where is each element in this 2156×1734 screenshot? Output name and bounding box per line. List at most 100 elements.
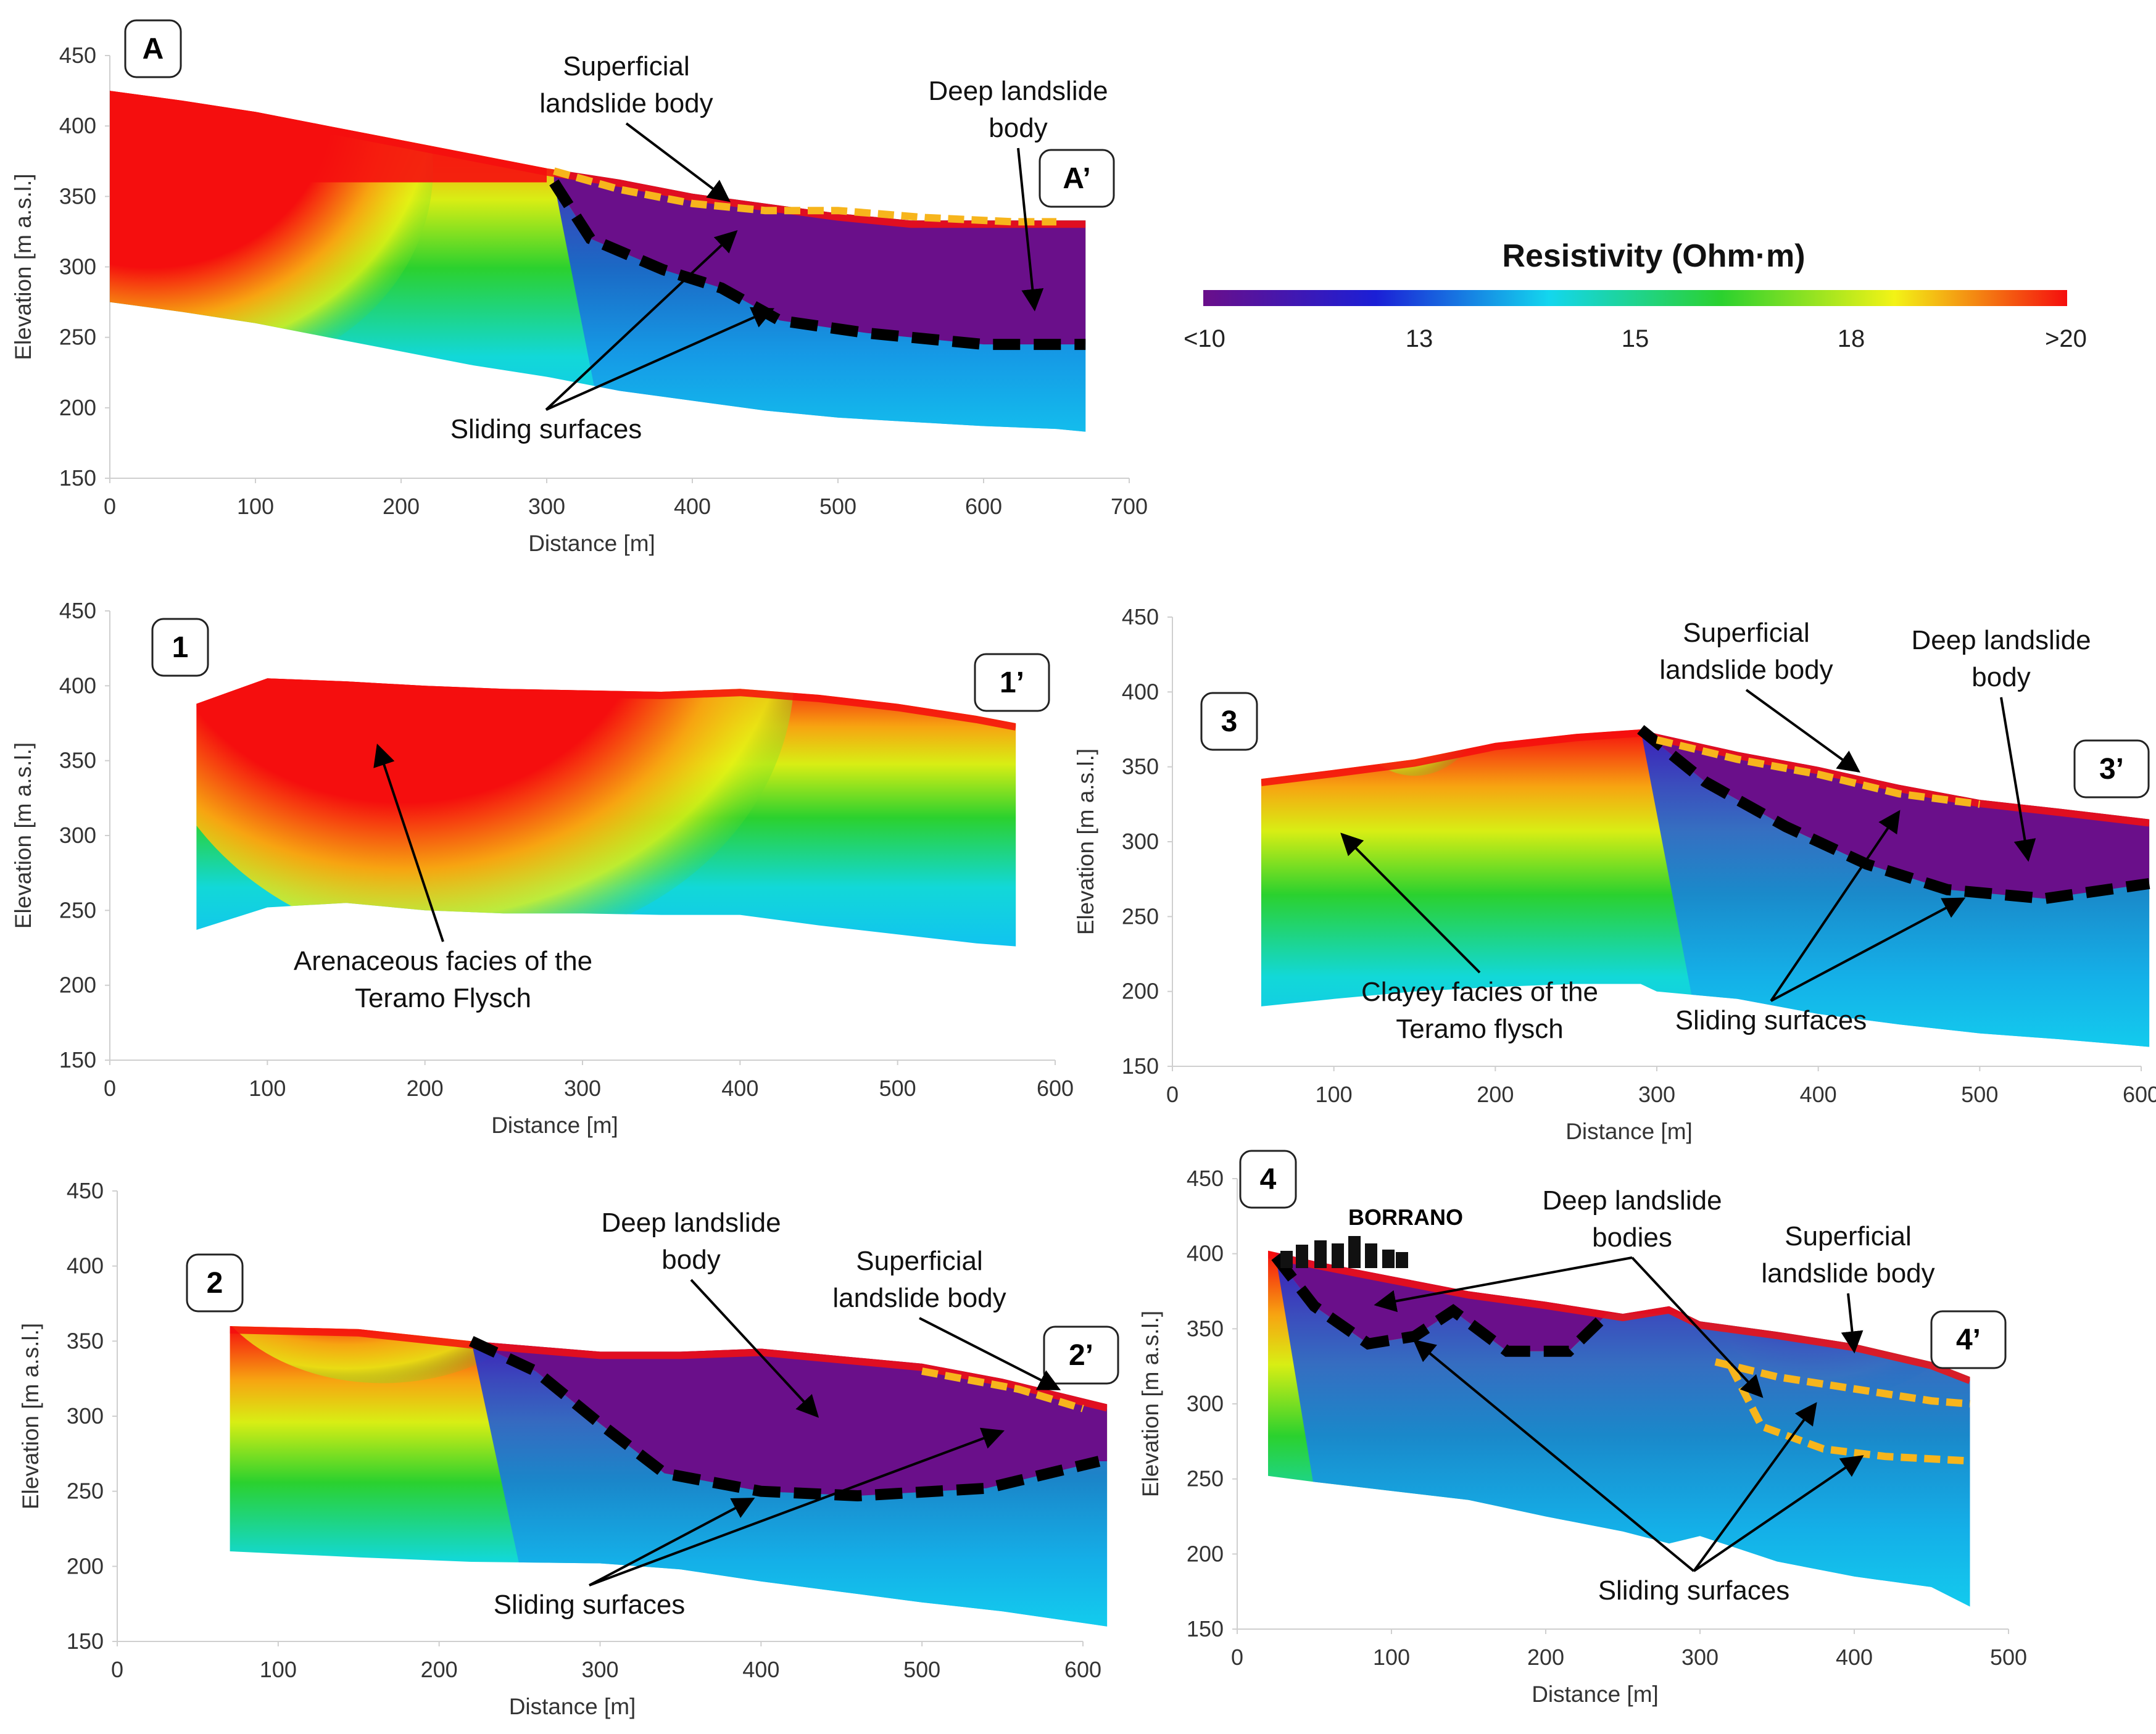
y-tick-label: 200 bbox=[67, 1553, 104, 1578]
section-end-label-box bbox=[974, 653, 1050, 712]
annotation-label: landslide body bbox=[1761, 1258, 1934, 1288]
x-tick-label: 300 bbox=[581, 1657, 618, 1682]
x-tick-label: 400 bbox=[1836, 1645, 1873, 1670]
annotation-arrow bbox=[1631, 1256, 1764, 1398]
y-axis-label: Elevation [m a.s.l.] bbox=[18, 1323, 43, 1509]
annotation-arrow bbox=[2000, 697, 2036, 862]
annotation-label: Clayey facies of the bbox=[1361, 977, 1598, 1007]
sliding-surface-line bbox=[1271, 1253, 1612, 1357]
x-tick-label: 400 bbox=[742, 1657, 779, 1682]
surface-rind bbox=[230, 1326, 1108, 1412]
section-start-label-box bbox=[1239, 1150, 1297, 1209]
y-tick-label: 450 bbox=[59, 43, 96, 68]
annotation-label: Deep landslide bbox=[1542, 1185, 1722, 1216]
building-icon bbox=[1280, 1251, 1293, 1268]
y-tick-label: 250 bbox=[59, 325, 96, 350]
y-tick-label: 150 bbox=[67, 1628, 104, 1654]
building-icon bbox=[1314, 1240, 1327, 1268]
y-tick-label: 150 bbox=[59, 1047, 96, 1072]
building-icon bbox=[1382, 1250, 1395, 1268]
section-end-label-box bbox=[1039, 149, 1115, 208]
annotation-arrow bbox=[589, 1498, 755, 1587]
resistivity-zones bbox=[1268, 1250, 1970, 1607]
section-start-label-box bbox=[1200, 692, 1258, 751]
high-resistivity-zone bbox=[230, 1326, 566, 1383]
y-axis-label: Elevation [m a.s.l.] bbox=[10, 742, 36, 929]
annotation-label: Superficial bbox=[1683, 618, 1809, 648]
annotation-arrow bbox=[1841, 1293, 1864, 1354]
x-tick-label: 0 bbox=[1231, 1645, 1243, 1670]
panel-section-4: 150 200 250 300 350 400 450 0 100 200 300 400 500 Dis… bbox=[1138, 1150, 2027, 1707]
colorbar: Resistivity (Ohm·m) <10 13 15 18 >20 bbox=[1184, 238, 2087, 352]
building-icon bbox=[1332, 1243, 1344, 1268]
panel-section-1: 150 200 250 300 350 400 450 0 100 200 300 400 500 600… bbox=[10, 598, 1074, 1138]
annotation-arrow bbox=[690, 1279, 819, 1418]
y-axis-label: Elevation [m a.s.l.] bbox=[10, 173, 36, 360]
building-icon bbox=[1365, 1243, 1377, 1268]
section-start-label-box bbox=[124, 19, 182, 78]
panel-section-2: 150 200 250 300 350 400 450 0 100 200 300 400 500 600… bbox=[18, 1178, 1119, 1719]
colorbar-tick-max: >20 bbox=[2045, 325, 2087, 352]
x-tick-label: 600 bbox=[1064, 1657, 1101, 1682]
colorbar-gradient bbox=[1203, 290, 2067, 306]
y-tick-label: 450 bbox=[67, 1178, 104, 1203]
annotation-arrow bbox=[373, 743, 444, 942]
x-tick-label: 500 bbox=[819, 494, 856, 519]
colorbar-tick-15: 15 bbox=[1622, 325, 1649, 352]
x-tick-label: 100 bbox=[249, 1076, 286, 1101]
annotation-arrow bbox=[919, 1317, 1061, 1390]
y-tick-label: 450 bbox=[59, 598, 96, 623]
x-tick-label: 0 bbox=[111, 1657, 123, 1682]
annotation-label: Sliding surfaces bbox=[1598, 1575, 1790, 1606]
x-tick-label: 0 bbox=[1166, 1082, 1179, 1107]
conductive-substrate bbox=[1640, 729, 2150, 1047]
x-axis-label: Distance [m] bbox=[491, 1113, 618, 1138]
annotation-label: Sliding surfaces bbox=[450, 414, 642, 444]
x-tick-label: 200 bbox=[1477, 1082, 1514, 1107]
section-end-label: A’ bbox=[1063, 162, 1090, 195]
x-tick-label: 100 bbox=[1373, 1645, 1410, 1670]
x-tick-label: 500 bbox=[1990, 1645, 2027, 1670]
annotation-arrow bbox=[1770, 897, 1966, 1002]
x-tick-label: 300 bbox=[528, 494, 565, 519]
y-tick-label: 450 bbox=[1187, 1166, 1224, 1191]
y-tick-label: 250 bbox=[67, 1479, 104, 1504]
x-tick-label: 300 bbox=[1681, 1645, 1719, 1670]
superficial-body-outline bbox=[553, 167, 1056, 226]
y-tick-label: 200 bbox=[1122, 979, 1159, 1004]
section-start-label: 2 bbox=[207, 1267, 223, 1300]
sliding-surface-line bbox=[468, 1336, 1101, 1502]
annotation-arrow bbox=[1745, 689, 1860, 773]
y-tick-label: 350 bbox=[1187, 1316, 1224, 1341]
y-tick-label: 200 bbox=[59, 973, 96, 998]
x-tick-label: 200 bbox=[383, 494, 420, 519]
colorbar-tick-13: 13 bbox=[1406, 325, 1433, 352]
x-tick-label: 200 bbox=[1527, 1645, 1564, 1670]
section-start-label: 1 bbox=[172, 631, 189, 664]
building-icon bbox=[1348, 1236, 1361, 1268]
y-tick-label: 300 bbox=[1187, 1391, 1224, 1416]
section-start-label-box bbox=[186, 1253, 244, 1313]
y-tick-label: 400 bbox=[1187, 1241, 1224, 1266]
annotation-arrow bbox=[1374, 1256, 1633, 1313]
y-tick-label: 150 bbox=[59, 465, 96, 491]
annotation-arrow bbox=[545, 307, 775, 411]
y-tick-label: 200 bbox=[59, 395, 96, 420]
annotation-label: landslide body bbox=[1659, 655, 1833, 685]
x-tick-label: 200 bbox=[407, 1076, 444, 1101]
annotation-arrow bbox=[1693, 1402, 1817, 1572]
section-end-label-box bbox=[2073, 739, 2150, 799]
y-tick-label: 250 bbox=[59, 897, 96, 923]
annotation-arrow bbox=[1017, 147, 1044, 312]
x-tick-label: 600 bbox=[1037, 1076, 1074, 1101]
y-tick-label: 350 bbox=[67, 1328, 104, 1353]
section-end-label: 1’ bbox=[1000, 666, 1024, 699]
superficial-body-outline bbox=[1727, 1364, 1970, 1465]
annotation-label: Sliding surfaces bbox=[494, 1590, 686, 1620]
y-tick-label: 250 bbox=[1187, 1466, 1224, 1491]
panel-section-3: 150 200 250 300 350 400 450 0 100 200 300 400 500 600… bbox=[1073, 604, 2156, 1144]
section-end-label: 2’ bbox=[1069, 1339, 1093, 1372]
annotation-arrow bbox=[1770, 810, 1901, 1002]
annotation-label: Deep landslide bbox=[601, 1208, 781, 1238]
annotation-arrow bbox=[1412, 1339, 1695, 1572]
